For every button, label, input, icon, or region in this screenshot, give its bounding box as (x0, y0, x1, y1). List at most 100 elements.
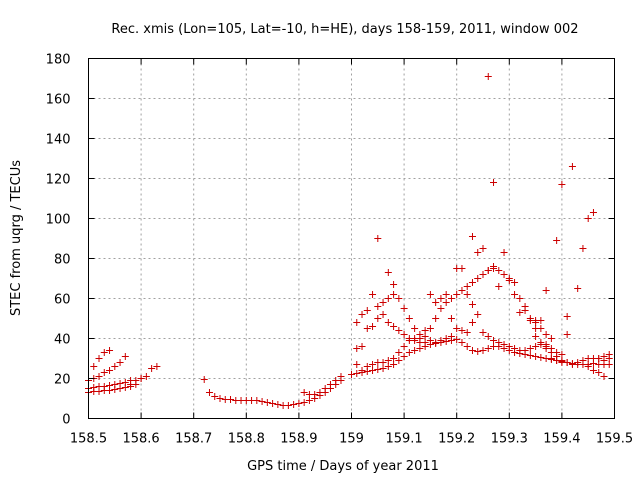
data-point (532, 325, 540, 332)
data-point (121, 353, 129, 360)
data-point (106, 367, 114, 374)
data-point (337, 373, 345, 380)
data-point (374, 315, 382, 322)
x-tick-label: 159.3 (491, 432, 528, 447)
data-point (353, 361, 361, 368)
data-point (479, 347, 487, 354)
data-point (547, 355, 555, 362)
x-tick-label: 158.7 (175, 432, 212, 447)
data-point (589, 209, 597, 216)
data-point (390, 355, 398, 362)
data-point (568, 361, 576, 368)
data-point (411, 347, 419, 354)
data-point (369, 361, 377, 368)
data-point (521, 347, 529, 354)
data-point (111, 381, 119, 388)
data-points (85, 73, 613, 409)
data-point (379, 365, 387, 372)
x-tick-label: 159 (339, 432, 364, 447)
data-point (379, 299, 387, 306)
data-point (258, 398, 266, 405)
data-point (584, 363, 592, 370)
y-axis-label: STEC from uqrg / TECUs (9, 160, 24, 316)
data-point (532, 333, 540, 340)
data-point (411, 337, 419, 344)
data-point (405, 335, 413, 342)
data-point (479, 329, 487, 336)
data-point (432, 315, 440, 322)
data-point (390, 323, 398, 330)
data-point (495, 339, 503, 346)
data-point (127, 381, 135, 388)
data-point (395, 327, 403, 334)
data-point (263, 399, 271, 406)
data-point (426, 325, 434, 332)
data-point (447, 315, 455, 322)
data-point (432, 339, 440, 346)
data-point (458, 287, 466, 294)
data-point (547, 349, 555, 356)
data-point (468, 233, 476, 240)
data-point (153, 363, 161, 370)
data-point (426, 337, 434, 344)
data-point (390, 291, 398, 298)
x-tick-label: 159.5 (596, 432, 633, 447)
data-point (484, 345, 492, 352)
data-point (500, 271, 508, 278)
data-point (132, 377, 140, 384)
data-point (269, 400, 277, 407)
data-point (416, 345, 424, 352)
data-point (558, 359, 566, 366)
data-point (311, 391, 319, 398)
data-point (500, 249, 508, 256)
data-point (442, 299, 450, 306)
data-point (453, 336, 461, 343)
data-point (589, 367, 597, 374)
data-point (484, 333, 492, 340)
data-point (563, 331, 571, 338)
data-point (453, 325, 461, 332)
data-point (400, 343, 408, 350)
data-point (463, 329, 471, 336)
y-tick-label: 60 (54, 293, 71, 308)
data-point (95, 355, 103, 362)
data-point (463, 343, 471, 350)
data-point (474, 249, 482, 256)
data-point (537, 339, 545, 346)
data-point (358, 311, 366, 318)
data-point (579, 357, 587, 364)
x-axis-tick-labels: 158.5 158.6 158.7 158.8 158.9 159 159.1 159.2 15… (70, 432, 633, 447)
data-point (90, 363, 98, 370)
data-point (379, 359, 387, 366)
x-tick-label: 158.8 (228, 432, 265, 447)
data-point (148, 365, 156, 372)
data-point (363, 363, 371, 370)
x-tick-label: 159.2 (438, 432, 475, 447)
data-point (447, 333, 455, 340)
y-tick-label: 120 (46, 173, 71, 188)
y-tick-label: 100 (46, 213, 71, 228)
data-point (432, 299, 440, 306)
data-point (369, 291, 377, 298)
data-point (490, 265, 498, 272)
data-point (600, 373, 608, 380)
data-point (574, 359, 582, 366)
y-tick-label: 80 (54, 253, 71, 268)
y-tick-label: 160 (46, 93, 71, 108)
data-point (100, 383, 108, 390)
data-point (358, 343, 366, 350)
data-point (511, 345, 519, 352)
data-point (490, 337, 498, 344)
data-point (353, 370, 361, 377)
data-point (316, 389, 324, 396)
data-point (463, 283, 471, 290)
data-point (395, 295, 403, 302)
data-point (411, 325, 419, 332)
data-point (584, 215, 592, 222)
data-point (505, 343, 513, 350)
data-point (516, 295, 524, 302)
data-point (295, 400, 303, 407)
data-point (437, 295, 445, 302)
data-point (458, 327, 466, 334)
data-point (284, 402, 292, 409)
